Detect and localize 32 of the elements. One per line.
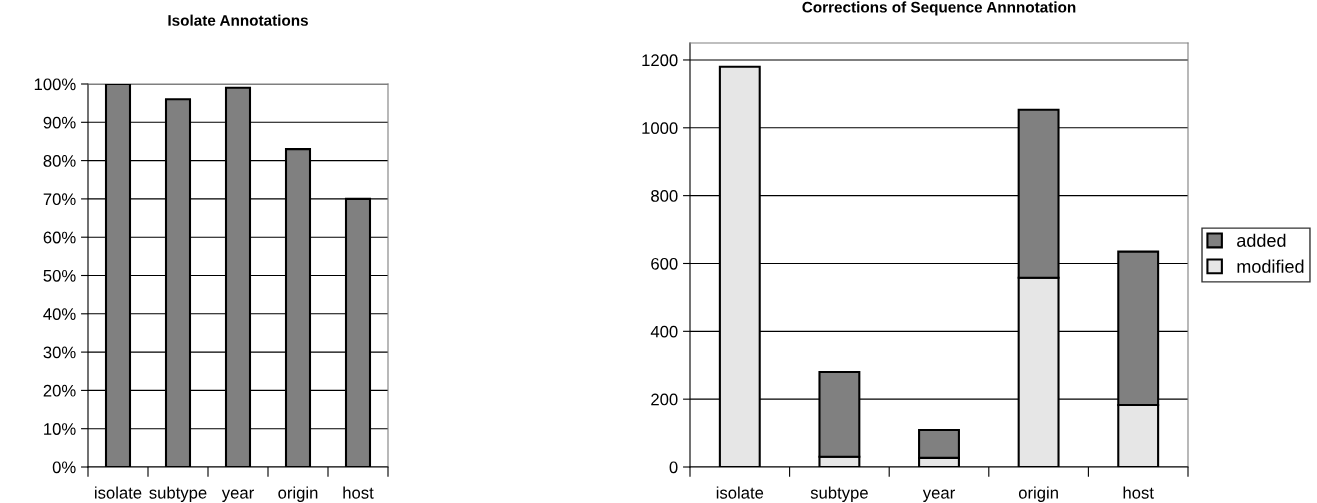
y-tick-label: 1000 — [642, 122, 678, 134]
y-tick-label: 800 — [651, 190, 678, 202]
x-tick-label: host — [343, 486, 374, 499]
x-tick-label: subtype — [149, 486, 207, 502]
legend-label: added — [1237, 233, 1286, 247]
chart-title: Corrections of Sequence Annnotation — [802, 1, 1076, 16]
y-tick-label: 200 — [651, 393, 678, 406]
y-tick-label: 20% — [43, 384, 76, 397]
y-tick-label: 40% — [43, 308, 76, 320]
chart-title: Isolate Annotations — [168, 14, 308, 26]
x-tick-label: isolate — [716, 486, 764, 499]
y-tick-label: 50% — [43, 269, 76, 282]
x-tick-label: year — [221, 489, 254, 502]
y-tick-label: 10% — [44, 423, 76, 435]
y-tick-label: 80% — [43, 155, 76, 167]
y-tick-label: 100% — [34, 78, 76, 91]
y-tick-label: 30% — [43, 346, 76, 359]
x-tick-label: host — [1123, 486, 1154, 499]
x-tick-label: origin — [1018, 486, 1058, 502]
x-tick-label: subtype — [810, 486, 868, 502]
y-tick-label: 90% — [43, 116, 76, 129]
x-tick-label: origin — [278, 486, 318, 502]
legend-label: modified — [1237, 259, 1304, 273]
x-tick-label: isolate — [95, 486, 142, 499]
y-tick-label: 70% — [43, 193, 76, 206]
y-tick-label: 400 — [650, 325, 678, 338]
y-tick-label: 60% — [43, 231, 76, 244]
y-tick-label: 0 — [669, 461, 678, 474]
x-tick-label: year — [922, 489, 955, 502]
y-tick-label: 1200 — [642, 54, 678, 67]
y-tick-label: 0% — [52, 461, 76, 474]
y-tick-label: 600 — [651, 257, 678, 270]
